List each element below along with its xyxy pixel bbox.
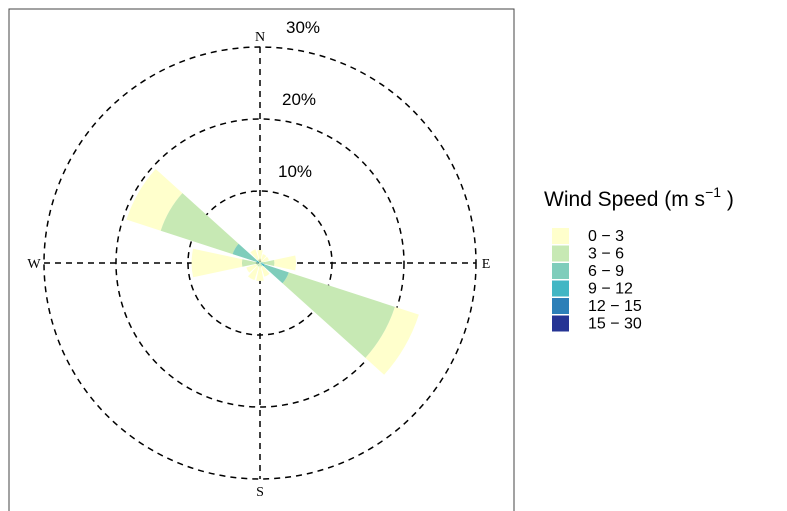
bar-segment-30deg-bin1 bbox=[260, 260, 262, 263]
bar-segment-60deg-bin0 bbox=[261, 256, 269, 263]
legend-swatch-0 bbox=[552, 228, 569, 244]
bar-segment-210deg-bin0 bbox=[247, 265, 259, 281]
bar-segment-90deg-bin2 bbox=[260, 262, 264, 264]
legend-label-3: 9 − 12 bbox=[588, 281, 633, 298]
bar-segment-300deg-bin2 bbox=[232, 243, 258, 262]
legend-label-2: 6 − 9 bbox=[588, 263, 624, 280]
ring-label-30pct: 30% bbox=[286, 18, 320, 37]
legend-title-end: ) bbox=[721, 188, 734, 211]
bar-segment-330deg-bin0 bbox=[250, 249, 259, 261]
compass-west-label: W bbox=[27, 257, 41, 272]
bar-segment-60deg-bin1 bbox=[260, 261, 263, 263]
bar-segment-180deg-bin1 bbox=[259, 263, 261, 267]
bar-segment-30deg-bin0 bbox=[260, 254, 267, 262]
bar-segment-300deg-bin1 bbox=[160, 193, 239, 255]
bar-segment-90deg-bin1 bbox=[263, 260, 275, 266]
bar-segment-150deg-bin1 bbox=[260, 263, 263, 267]
bar-segment-240deg-bin0 bbox=[246, 264, 258, 273]
legend-title-sup: −1 bbox=[705, 184, 721, 200]
legend-title: Wind Speed (m s−1 ) bbox=[544, 184, 734, 211]
polar-grid bbox=[43, 46, 477, 480]
bar-segment-90deg-bin0 bbox=[274, 255, 296, 271]
ring-label-20pct: 20% bbox=[282, 90, 316, 109]
compass-labels: N E S W bbox=[27, 30, 490, 500]
bar-segment-270deg-bin0 bbox=[191, 248, 243, 278]
compass-south-label: S bbox=[256, 485, 264, 500]
bar-segment-150deg-bin0 bbox=[261, 265, 270, 277]
legend-title-main: Wind Speed (m s bbox=[544, 188, 705, 211]
legend-swatch-4 bbox=[552, 298, 569, 314]
bar-segment-120deg-bin1 bbox=[282, 272, 395, 358]
legend: Wind Speed (m s−1 ) 0 − 33 − 66 − 99 − 1… bbox=[544, 184, 734, 333]
legend-label-0: 0 − 3 bbox=[588, 228, 624, 245]
legend-label-4: 12 − 15 bbox=[588, 298, 642, 315]
legend-label-5: 15 − 30 bbox=[588, 316, 642, 333]
legend-label-1: 3 − 6 bbox=[588, 246, 624, 263]
ring-labels: 10% 20% 30% bbox=[278, 18, 320, 181]
wind-bars bbox=[126, 169, 419, 375]
bar-segment-330deg-bin1 bbox=[257, 259, 260, 263]
ring-label-10pct: 10% bbox=[278, 162, 312, 181]
bar-segment-270deg-bin1 bbox=[241, 259, 257, 267]
bar-segment-180deg-bin0 bbox=[256, 266, 264, 281]
legend-swatch-2 bbox=[552, 263, 569, 279]
compass-east-label: E bbox=[482, 257, 491, 272]
bar-segment-120deg-bin0 bbox=[365, 306, 419, 375]
legend-swatch-3 bbox=[552, 280, 569, 297]
bar-segment-0deg-bin1 bbox=[259, 260, 261, 263]
compass-north-label: N bbox=[255, 30, 265, 45]
legend-swatch-5 bbox=[552, 315, 569, 332]
plot-panel-border bbox=[8, 8, 515, 511]
bar-segment-240deg-bin1 bbox=[256, 263, 260, 266]
bar-segment-270deg-bin2 bbox=[256, 262, 260, 264]
bar-segment-300deg-bin0 bbox=[126, 169, 183, 231]
bar-segment-120deg-bin2 bbox=[263, 264, 289, 284]
legend-swatch-1 bbox=[552, 245, 569, 262]
bar-segment-0deg-bin0 bbox=[257, 250, 263, 261]
bar-segment-300deg-bin3 bbox=[256, 260, 260, 263]
bar-segment-210deg-bin1 bbox=[257, 263, 260, 267]
bar-segment-120deg-bin3 bbox=[260, 263, 265, 267]
